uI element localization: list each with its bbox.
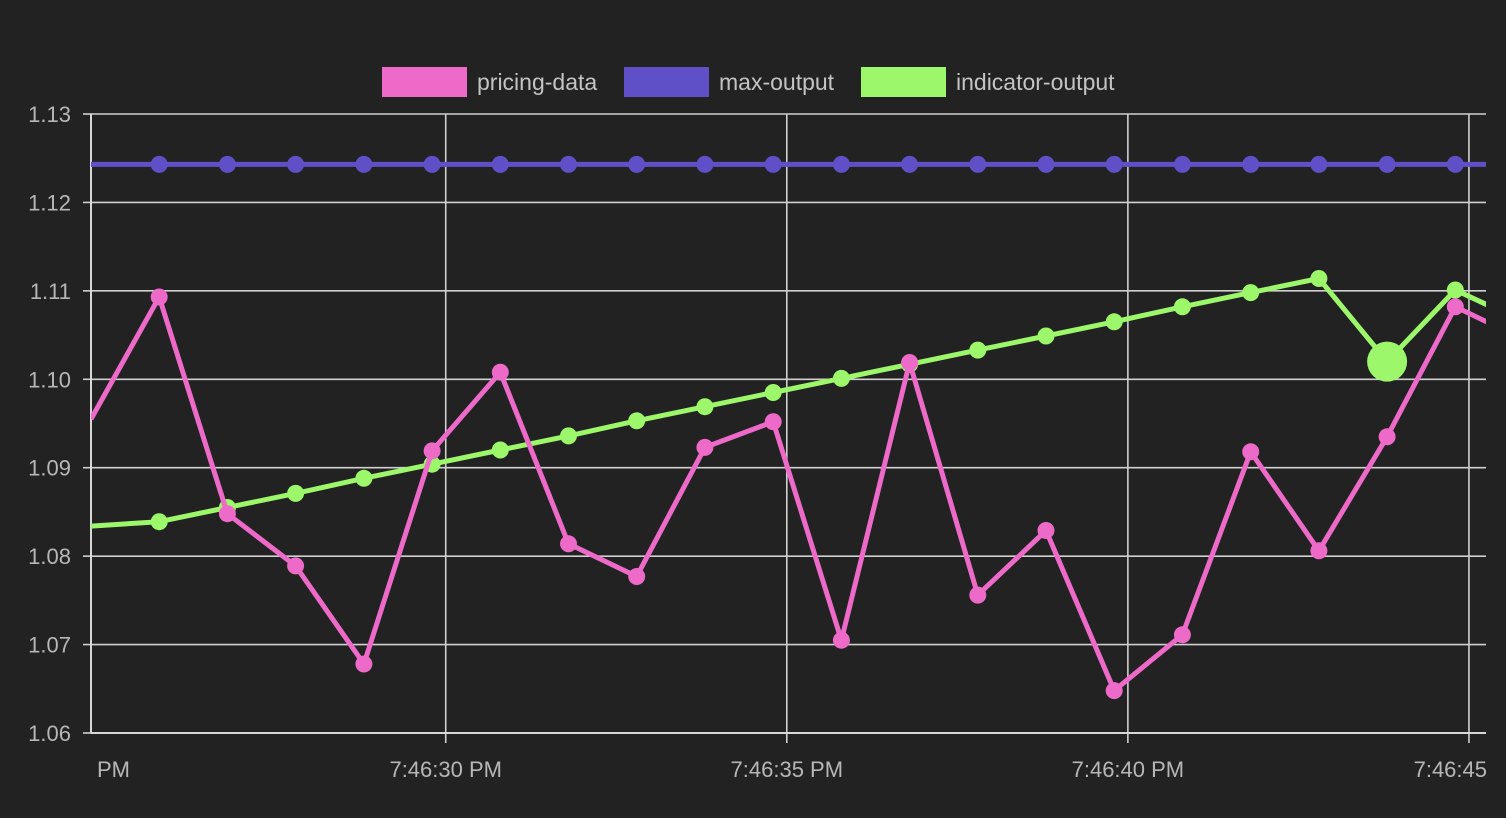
data-point-pricing-data[interactable] — [423, 442, 441, 460]
data-point-indicator-output[interactable] — [560, 427, 577, 445]
data-point-pricing-data[interactable] — [901, 354, 919, 371]
legend-label-indicator-output[interactable]: indicator-output — [956, 69, 1115, 95]
y-tick-label: 1.06 — [28, 721, 71, 746]
data-point-pricing-data[interactable] — [764, 413, 782, 431]
series-layer — [91, 155, 1486, 700]
series-pricing-data — [91, 288, 1486, 700]
data-point-indicator-output[interactable] — [1242, 284, 1260, 302]
data-point-max-output[interactable] — [1446, 155, 1464, 173]
data-point-indicator-output[interactable] — [969, 341, 987, 359]
series-max-output — [91, 155, 1486, 173]
data-point-max-output[interactable] — [696, 155, 714, 173]
data-point-pricing-data[interactable] — [1310, 542, 1328, 560]
y-tick-label: 1.13 — [28, 102, 71, 127]
y-tick-label: 1.07 — [28, 633, 71, 658]
legend-swatch-indicator-output — [861, 67, 946, 97]
data-point-pricing-data[interactable] — [355, 655, 373, 673]
data-point-max-output[interactable] — [764, 155, 782, 173]
data-point-pricing-data[interactable] — [969, 586, 987, 604]
y-tick-label: 1.12 — [28, 190, 71, 215]
data-point-max-output[interactable] — [287, 155, 305, 173]
x-tick-label: 7:46:40 PM — [1072, 757, 1185, 782]
data-point-max-output[interactable] — [423, 155, 441, 173]
data-point-pricing-data[interactable] — [1037, 522, 1055, 539]
legend: pricing-data max-output indicator-output — [382, 67, 1115, 97]
series-line-indicator-output — [91, 276, 1486, 529]
data-point-indicator-output[interactable] — [1310, 270, 1328, 287]
data-point-indicator-output[interactable] — [1446, 281, 1464, 299]
data-point-max-output[interactable] — [1173, 155, 1191, 173]
data-point-pricing-data[interactable] — [150, 288, 168, 306]
data-point-pricing-data[interactable] — [491, 363, 509, 381]
data-point-pricing-data[interactable] — [1378, 428, 1396, 446]
data-point-max-output[interactable] — [218, 155, 236, 173]
data-point-pricing-data[interactable] — [1173, 626, 1191, 644]
data-point-pricing-data[interactable] — [832, 631, 850, 649]
legend-swatch-max-output — [624, 67, 709, 97]
legend-swatch-pricing-data — [382, 67, 467, 97]
y-axis: 1.13 1.12 1.11 1.10 1.09 1.08 1.07 1.06 — [28, 102, 71, 746]
data-point-max-output[interactable] — [491, 155, 509, 173]
grid — [83, 113, 1486, 743]
data-point-indicator-output[interactable] — [628, 412, 646, 430]
data-point-indicator-output[interactable] — [764, 384, 782, 401]
x-axis: PM 7:46:30 PM 7:46:35 PM 7:46:40 PM 7:46:45 — [97, 757, 1487, 782]
data-point-indicator-output[interactable] — [287, 484, 305, 502]
data-point-pricing-data[interactable] — [628, 568, 646, 585]
series-line-pricing-data — [91, 294, 1486, 694]
y-tick-label: 1.10 — [28, 367, 71, 392]
data-point-max-output[interactable] — [969, 155, 987, 173]
data-point-pricing-data[interactable] — [560, 535, 577, 553]
data-point-indicator-output[interactable] — [491, 441, 509, 459]
data-point-indicator-output[interactable] — [1105, 313, 1123, 331]
series-indicator-output — [91, 270, 1486, 531]
data-point-max-output[interactable] — [1105, 155, 1123, 173]
legend-label-max-output[interactable]: max-output — [719, 69, 835, 95]
data-point-indicator-output[interactable] — [1037, 327, 1055, 345]
data-point-pricing-data[interactable] — [218, 505, 236, 523]
data-point-max-output[interactable] — [1037, 155, 1055, 173]
data-point-max-output[interactable] — [1242, 155, 1260, 173]
x-tick-label: PM — [97, 757, 130, 782]
data-point-indicator-output[interactable] — [1173, 298, 1191, 316]
x-tick-label: 7:46:35 PM — [731, 757, 844, 782]
data-point-max-output[interactable] — [628, 155, 646, 173]
y-tick-label: 1.09 — [28, 456, 71, 481]
data-point-indicator-output[interactable] — [1367, 341, 1408, 382]
data-point-pricing-data[interactable] — [287, 557, 305, 575]
data-point-max-output[interactable] — [901, 155, 919, 173]
data-point-max-output[interactable] — [560, 155, 577, 173]
data-point-indicator-output[interactable] — [355, 469, 373, 487]
data-point-max-output[interactable] — [1378, 155, 1396, 173]
data-point-max-output[interactable] — [1310, 155, 1328, 173]
data-point-indicator-output[interactable] — [696, 398, 714, 416]
x-tick-label: 7:46:45 — [1414, 757, 1487, 782]
x-tick-label: 7:46:30 PM — [389, 757, 502, 782]
data-point-pricing-data[interactable] — [1446, 298, 1464, 316]
data-point-indicator-output[interactable] — [832, 369, 850, 387]
y-tick-label: 1.11 — [30, 279, 71, 304]
data-point-max-output[interactable] — [150, 155, 168, 173]
data-point-pricing-data[interactable] — [696, 438, 714, 456]
data-point-max-output[interactable] — [832, 155, 850, 173]
data-point-pricing-data[interactable] — [1242, 443, 1260, 461]
data-point-indicator-output[interactable] — [150, 513, 168, 531]
legend-label-pricing-data[interactable]: pricing-data — [477, 69, 597, 95]
data-point-max-output[interactable] — [355, 155, 373, 173]
data-point-pricing-data[interactable] — [1105, 682, 1123, 700]
y-tick-label: 1.08 — [28, 544, 71, 569]
